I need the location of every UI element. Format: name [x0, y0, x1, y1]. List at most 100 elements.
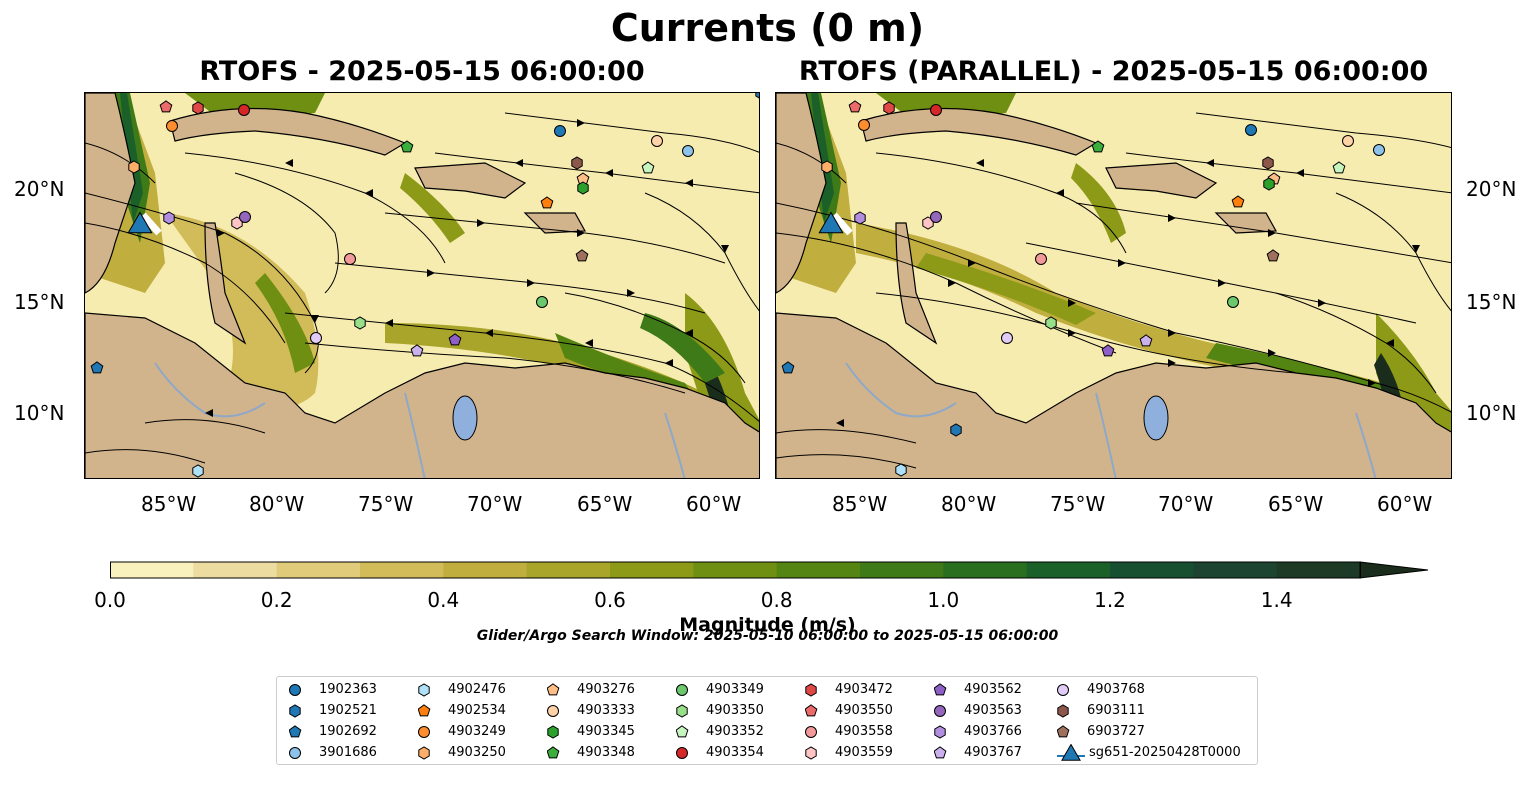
land [776, 93, 1451, 478]
float-marker [1342, 135, 1354, 147]
float-marker [641, 161, 655, 174]
colorbar-segment [443, 562, 528, 578]
float-marker [930, 211, 942, 223]
legend-pentagon-icon [934, 683, 947, 696]
float-marker [1045, 316, 1057, 330]
legend-circle-icon [289, 684, 301, 696]
float-markers [781, 100, 1385, 477]
float-marker [1332, 161, 1346, 174]
legend-label: 4903345 [577, 724, 635, 739]
legend-circle-icon [1057, 684, 1069, 696]
float-marker [1263, 177, 1275, 191]
colorbar-segment [276, 562, 361, 578]
float-marker [682, 145, 694, 157]
float-marker [554, 125, 566, 137]
float-marker [410, 344, 424, 357]
glider-marker [818, 211, 844, 234]
streamline-arrows [205, 119, 729, 417]
legend-hexagon-icon [805, 746, 817, 760]
legend-label: 4903349 [706, 682, 764, 697]
colorbar-tick-label: 1.2 [1094, 588, 1126, 612]
float-marker [310, 332, 322, 344]
left-lon-tick-75w: 75°W [358, 492, 414, 516]
legend-label: 4903352 [706, 724, 764, 739]
right-lon-tick-65w: 65°W [1268, 492, 1324, 516]
colorbar-segment [193, 562, 278, 578]
legend-label: 4903348 [577, 745, 635, 760]
colorbar-segment [1193, 562, 1278, 578]
colorbar-segment [526, 562, 611, 578]
legend-pentagon-icon [418, 704, 431, 717]
legend-hexagon-icon [547, 725, 559, 739]
float-marker [239, 211, 251, 223]
float-marker [159, 100, 173, 113]
right-lat-tick-20n: 20°N [1466, 177, 1517, 201]
colorbar-tick-label: 0.8 [760, 588, 793, 612]
float-marker [540, 196, 554, 209]
colorbar-segment [110, 562, 194, 578]
colorbar [110, 560, 1430, 580]
legend-label: 4903249 [448, 724, 506, 739]
float-marker [1091, 140, 1105, 153]
legend-hexagon-icon [805, 683, 817, 697]
left-lon-tick-80w: 80°W [249, 492, 305, 516]
legend-circle-icon [289, 747, 301, 759]
colorbar-segment [943, 562, 1028, 578]
legend-circle-icon [934, 705, 946, 717]
right-lon-tick-80w: 80°W [941, 492, 997, 516]
colorbar-segment [1026, 562, 1111, 578]
float-marker [854, 211, 866, 225]
legend-pentagon-icon [1057, 725, 1070, 738]
colorbar-tick-label: 1.4 [1260, 588, 1293, 612]
legend-label: 4903767 [964, 745, 1022, 760]
colorbar-outline [110, 561, 1361, 579]
legend-label: 4903350 [706, 703, 764, 718]
legend-label: 4903550 [835, 703, 893, 718]
legend-hexagon-icon [676, 704, 688, 718]
float-marker [354, 316, 366, 330]
right-map [775, 92, 1452, 479]
float-marker [781, 361, 795, 374]
right-lon-tick-70w: 70°W [1158, 492, 1214, 516]
legend-label: 4903333 [577, 703, 635, 718]
legend-pentagon-icon [547, 746, 560, 759]
float-marker [1266, 249, 1280, 262]
land [85, 93, 759, 478]
left-lon-tick-70w: 70°W [467, 492, 523, 516]
float-marker [895, 463, 907, 477]
legend-triangle-icon [1057, 744, 1085, 761]
legend: 1902363 1902521 1902692 3901686 4902476 49025… [276, 676, 1258, 765]
colorbar-segment [776, 562, 861, 578]
float-marker [1245, 124, 1257, 136]
lake-maracaibo [452, 395, 478, 441]
float-marker [950, 423, 962, 437]
left-panel-title: RTOFS - 2025-05-15 06:00:00 [199, 56, 645, 87]
legend-hexagon-icon [1057, 704, 1069, 718]
figure-title: Currents (0 m) [610, 6, 925, 50]
legend-label: sg651-20250428T0000 [1089, 745, 1241, 760]
colorbar-extend-arrow [1359, 561, 1429, 579]
left-lon-tick-85w: 85°W [141, 492, 197, 516]
float-marker [344, 253, 356, 265]
glider-marker [127, 211, 153, 234]
legend-label: 4903563 [964, 703, 1022, 718]
search-window-text: Glider/Argo Search Window: 2025-05-10 06… [476, 628, 1059, 644]
float-marker [1262, 156, 1274, 170]
float-marker [400, 140, 414, 153]
legend-pentagon-icon [547, 683, 560, 696]
float-marker [192, 464, 204, 478]
legend-label: 4903276 [577, 682, 635, 697]
right-panel-title: RTOFS (PARALLEL) - 2025-05-15 06:00:00 [798, 56, 1429, 87]
legend-circle-icon [805, 726, 817, 738]
legend-label: 6903111 [1087, 703, 1145, 718]
colorbar-segment [693, 562, 778, 578]
left-map [84, 92, 760, 479]
float-marker [1001, 332, 1013, 344]
legend-label: 3901686 [319, 745, 377, 760]
right-lon-tick-85w: 85°W [832, 492, 888, 516]
left-lon-tick-65w: 65°W [577, 492, 633, 516]
right-map-canvas [776, 93, 1451, 478]
float-marker [1035, 253, 1047, 265]
colorbar-tick-label: 0.6 [594, 588, 626, 612]
legend-pentagon-icon [805, 704, 818, 717]
